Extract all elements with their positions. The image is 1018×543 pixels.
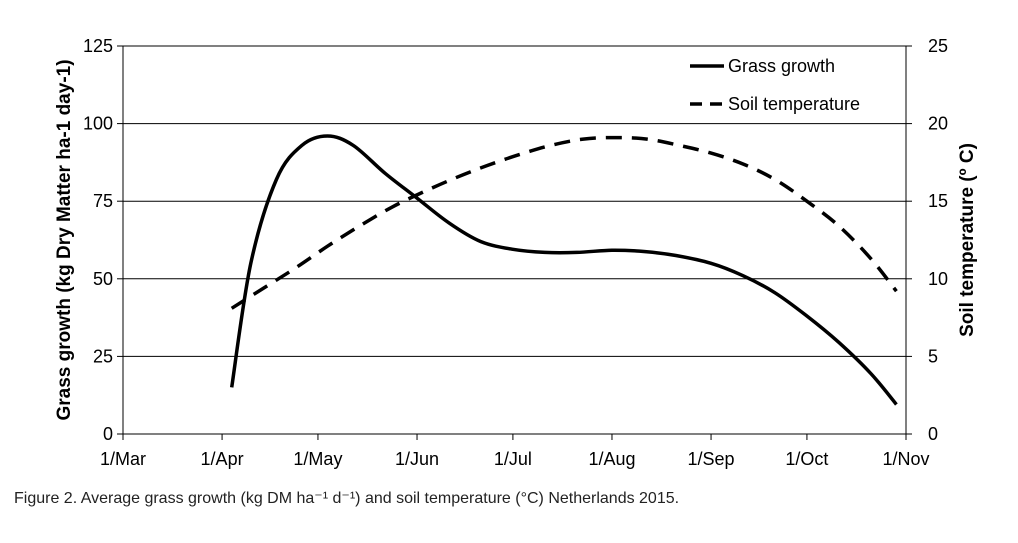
- x-tick-label: 1/Nov: [882, 449, 929, 469]
- soil-temperature-line: [230, 135, 898, 310]
- x-tick-label: 1/Mar: [100, 449, 146, 469]
- gridlines: [123, 45, 906, 435]
- plot-area: [122, 46, 907, 434]
- right-tick-label: 20: [928, 114, 948, 134]
- left-tick-label: 0: [103, 424, 113, 444]
- left-tick-label: 125: [83, 36, 113, 56]
- grass-growth-line: [229, 134, 898, 406]
- y-axis-left-label: Grass growth (kg Dry Matter ha-1 day-1): [54, 59, 75, 420]
- x-tick-label: 1/Oct: [785, 449, 828, 469]
- y-axis-right-label: Soil temperature (º C): [957, 143, 978, 337]
- right-tick-label: 10: [928, 269, 948, 289]
- right-tick-label: 5: [928, 346, 938, 366]
- right-tick-label: 0: [928, 424, 938, 444]
- left-tick-label: 50: [93, 269, 113, 289]
- x-axis-ticks: 1/Mar 1/Apr 1/May 1/Jun 1/Jul 1/Aug 1/Sep 1/Oct…: [100, 434, 930, 469]
- left-tick-label: 25: [93, 346, 113, 366]
- legend-label: Grass growth: [728, 56, 835, 76]
- left-axis-ticks: 0 25 50 75 100 125: [83, 36, 123, 444]
- right-tick-label: 15: [928, 191, 948, 211]
- x-tick-label: 1/Sep: [688, 449, 735, 469]
- legend-label: Soil temperature: [728, 94, 860, 114]
- x-tick-label: 1/May: [293, 449, 342, 469]
- right-axis-ticks: 0 5 10 15 20 25: [906, 36, 948, 444]
- series-lines: [229, 134, 898, 406]
- chart: 0 25 50 75 100 125 0 5 10 15 20 25 1/Mar 1/Apr 1/May…: [54, 36, 978, 469]
- x-tick-label: 1/Apr: [201, 449, 244, 469]
- figure-caption: Figure 2. Average grass growth (kg DM ha…: [14, 490, 680, 507]
- x-tick-label: 1/Jul: [494, 449, 532, 469]
- left-tick-label: 75: [93, 191, 113, 211]
- x-tick-label: 1/Jun: [395, 449, 439, 469]
- left-tick-label: 100: [83, 114, 113, 134]
- x-tick-label: 1/Aug: [588, 449, 635, 469]
- legend: Grass growth Soil temperature: [690, 56, 860, 114]
- right-tick-label: 25: [928, 36, 948, 56]
